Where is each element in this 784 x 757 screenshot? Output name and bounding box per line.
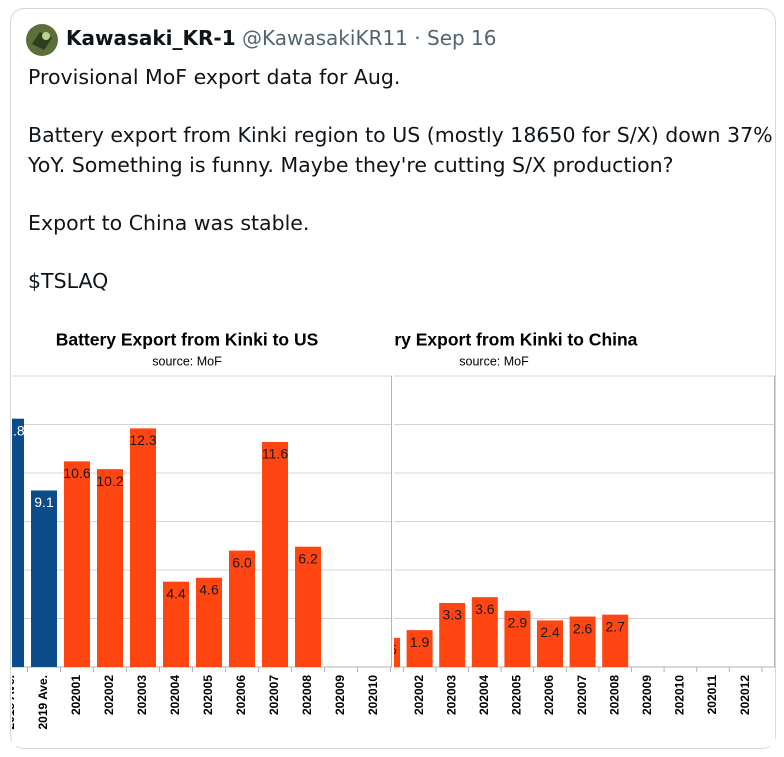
bar <box>537 620 563 667</box>
chart: Battery Export from Kinki to US source: M… <box>12 322 392 746</box>
data-label: 6.0 <box>232 554 252 570</box>
bar <box>229 550 255 667</box>
x-tick-label: 202006 <box>234 675 248 715</box>
paragraph: Battery export from Kinki region to US (… <box>28 120 773 180</box>
text-line: Provisional MoF export data for Aug. <box>28 65 401 89</box>
x-tick-label: 202011 <box>705 675 719 715</box>
chart-title: Battery Export from Kinki to US <box>56 330 319 350</box>
data-label: 10.2 <box>96 473 123 489</box>
data-label: 4.4 <box>166 585 186 601</box>
data-label: 9.1 <box>34 494 54 510</box>
bar <box>12 418 24 667</box>
x-tick-label: 202002 <box>412 675 426 715</box>
paragraph: $TSLAQ <box>28 266 773 296</box>
data-label: 2.4 <box>540 624 560 640</box>
separator: · <box>414 26 421 50</box>
bar <box>504 610 531 667</box>
x-tick-label: 2018 Ave. <box>12 675 17 730</box>
x-tick-label: 202006 <box>542 675 556 715</box>
data-label: 3.3 <box>442 607 462 623</box>
data-label: 2.9 <box>508 614 528 630</box>
bar <box>569 616 596 667</box>
x-tick-label: 202004 <box>168 675 182 715</box>
x-tick-label: 202002 <box>102 675 116 715</box>
data-label: 1.5 <box>394 642 397 658</box>
x-tick-label: 202009 <box>333 675 347 715</box>
chart: Battery Export from Kinki to China source… <box>394 322 775 746</box>
data-label: 12.3 <box>129 432 156 448</box>
x-tick-label: 202008 <box>607 675 621 715</box>
bar <box>439 602 466 667</box>
chart-subtitle: source: MoF <box>459 354 529 368</box>
bar <box>262 441 288 667</box>
bar <box>406 630 433 667</box>
data-label: 3.6 <box>475 601 495 617</box>
x-tick-label: 202009 <box>640 675 654 715</box>
tweet-header: Kawasaki_KR-1 @KawasakiKR11 · Sep 16 <box>66 26 497 50</box>
data-label: 4.6 <box>199 581 219 597</box>
x-tick-label: 202001 <box>69 675 83 715</box>
author-name[interactable]: Kawasaki_KR-1 <box>66 26 236 50</box>
tweet-card[interactable] <box>10 8 776 749</box>
text-line: Export to China was stable. <box>28 211 310 235</box>
tweet-text: Provisional MoF export data for Aug. Batt… <box>28 62 773 324</box>
x-tick-label: 202003 <box>444 675 458 715</box>
chart-background <box>394 322 775 746</box>
author-handle[interactable]: @KawasakiKR11 <box>242 26 408 50</box>
x-tick-label: 202005 <box>201 675 215 715</box>
text-line: Battery export from Kinki region to US (… <box>28 123 773 147</box>
bar <box>295 546 321 667</box>
bar <box>602 614 629 667</box>
bar <box>471 597 498 667</box>
chart-subtitle: source: MoF <box>152 354 222 368</box>
bar <box>97 469 123 667</box>
x-tick-label: 202005 <box>510 675 524 715</box>
data-label: 2.6 <box>573 620 593 636</box>
x-tick-label: 2019 Ave. <box>36 675 50 730</box>
data-label: 11.6 <box>262 446 288 462</box>
tweet-date[interactable]: Sep 16 <box>427 26 497 50</box>
x-tick-label: 202004 <box>477 675 491 715</box>
bar <box>64 461 90 667</box>
data-label: 10.6 <box>63 465 90 481</box>
bar <box>130 428 156 667</box>
text-line: YoY. Something is funny. Maybe they're c… <box>28 153 674 177</box>
data-label: 1.9 <box>410 634 430 650</box>
bar <box>163 581 189 667</box>
chart-title: Battery Export from Kinki to China <box>394 330 638 350</box>
data-label: 6.2 <box>298 550 318 566</box>
paragraph: Provisional MoF export data for Aug. <box>28 62 773 92</box>
x-tick-label: 202007 <box>575 675 589 715</box>
bar <box>196 577 222 667</box>
x-tick-label: 202010 <box>673 675 687 715</box>
text-line: $TSLAQ <box>28 269 109 293</box>
x-tick-label: 202003 <box>135 675 149 715</box>
bar <box>31 490 57 667</box>
paragraph: Export to China was stable. <box>28 208 773 238</box>
avatar[interactable] <box>26 24 58 56</box>
x-tick-label: 202008 <box>300 675 314 715</box>
x-tick-label: 202007 <box>267 675 281 715</box>
bar <box>394 637 400 667</box>
data-label: 12.8 <box>12 422 25 438</box>
x-tick-label: 202010 <box>366 675 380 715</box>
data-label: 2.7 <box>605 618 625 634</box>
x-tick-label: 202012 <box>738 675 752 715</box>
